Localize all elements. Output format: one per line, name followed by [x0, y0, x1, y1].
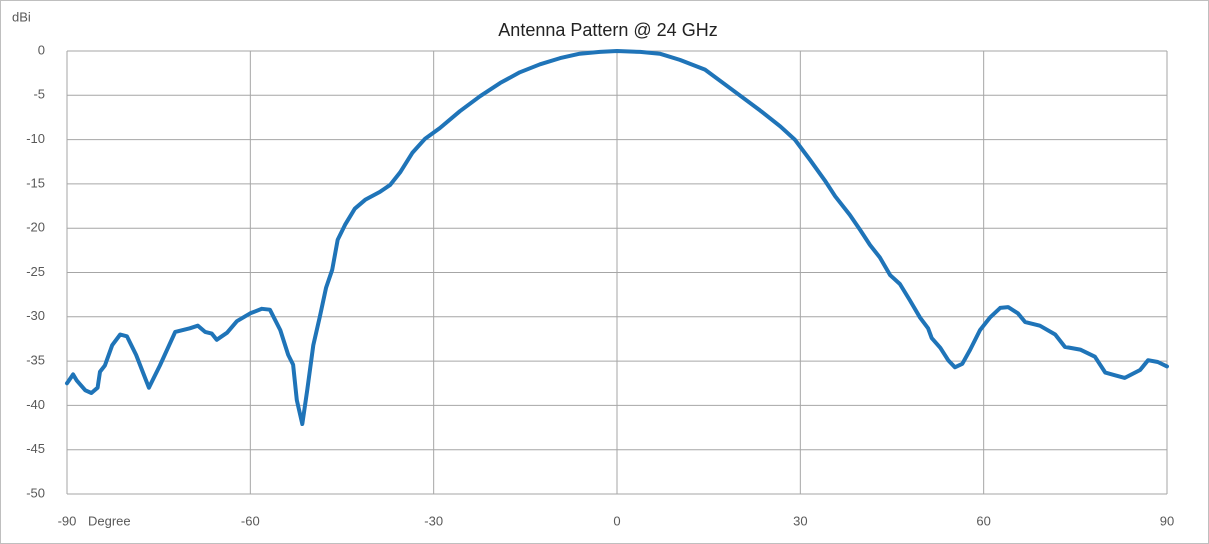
x-tick-label: 0 [613, 513, 620, 528]
y-tick-label: -5 [33, 87, 45, 102]
y-tick-label: -40 [26, 397, 45, 412]
y-tick-label: -20 [26, 220, 45, 235]
x-tick-label: 30 [793, 513, 807, 528]
x-tick-label: -30 [424, 513, 443, 528]
x-tick-label: -60 [241, 513, 260, 528]
x-axis-label: Degree [88, 513, 131, 528]
y-axis-label: dBi [12, 9, 31, 24]
y-tick-label: -30 [26, 308, 45, 323]
x-tick-label: 90 [1160, 513, 1174, 528]
y-tick-label: -45 [26, 441, 45, 456]
y-tick-label: 0 [38, 42, 45, 57]
line-series [65, 49, 1169, 426]
y-tick-label: -35 [26, 353, 45, 368]
y-tick-label: -10 [26, 131, 45, 146]
x-tick-label: 60 [976, 513, 990, 528]
x-tick-label: -90 [58, 513, 77, 528]
y-tick-label: -25 [26, 264, 45, 279]
y-tick-label: -50 [26, 485, 45, 500]
chart-title: Antenna Pattern @ 24 GHz [498, 20, 717, 40]
y-tick-label: -15 [26, 175, 45, 190]
